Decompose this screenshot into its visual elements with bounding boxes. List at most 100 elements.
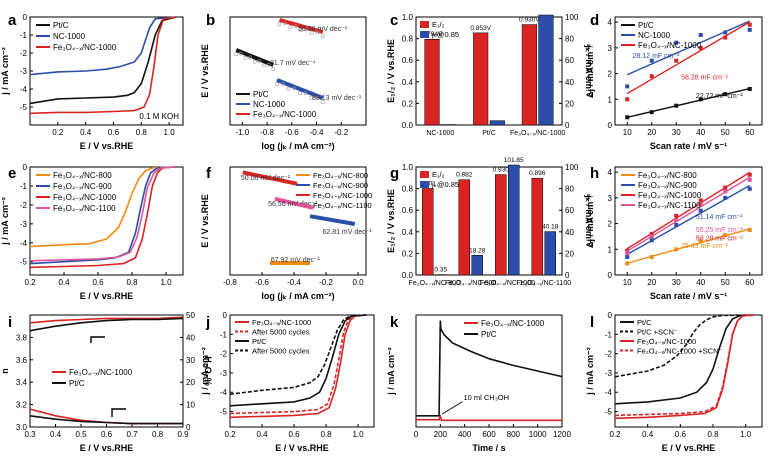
legend-entry: After 5000 cycles (252, 328, 310, 337)
series-line (29, 166, 175, 248)
legend-entry: Fe₃O₄₋ₓ/NC-1000 (313, 191, 372, 200)
data-point (293, 24, 298, 29)
series-line (29, 166, 175, 262)
legend-entry: jₖ@0.85 (431, 30, 459, 39)
x-tick-label: 0.6 (675, 430, 687, 439)
data-point (674, 103, 679, 108)
data-point (698, 239, 703, 244)
y-tick-label: 0.2 (402, 249, 414, 258)
annotation: 10 ml CH₃OH (463, 393, 509, 402)
y-axis-label: j / mA cm⁻² (200, 347, 210, 395)
legend-swatch (420, 21, 429, 28)
x-tick-label: 50 (721, 278, 730, 287)
panel-label-g: g (390, 165, 399, 182)
plot-frame (229, 314, 375, 428)
x-tick-label: 0.8 (152, 430, 164, 439)
data-point (674, 247, 679, 252)
y2-tick-label: 20 (565, 249, 574, 258)
capacitance-label: 55.25 mF cm⁻² (696, 227, 744, 234)
fit-line (309, 214, 356, 226)
x-tick-label: -0.6 (255, 278, 269, 287)
x-tick-label: 0.5 (75, 430, 87, 439)
y-tick-label: -1 (20, 182, 28, 191)
data-point (698, 208, 703, 213)
x-tick-label: 10 (623, 128, 632, 137)
x-tick-label: -0.4 (310, 128, 324, 137)
series-line (416, 413, 562, 422)
x-tick-label: 0.4 (50, 430, 62, 439)
y-tick-label: -1 (605, 330, 613, 339)
data-point (723, 233, 728, 238)
plot-frame (614, 16, 763, 126)
x-tick-label: 30 (672, 128, 681, 137)
x-tick-label: 20 (647, 128, 656, 137)
capacitance-label: 58.28 mF cm⁻² (696, 235, 744, 242)
bar-jk (544, 231, 556, 276)
y2-tick-label: 20 (186, 378, 195, 387)
y2-tick-label: 60 (565, 56, 574, 65)
x-tick-label: 0.2 (52, 128, 64, 137)
x-axis-label: E / V vs.RHE (662, 443, 716, 453)
data-point (238, 51, 243, 56)
data-point (723, 185, 728, 190)
series-line (229, 314, 367, 419)
slope-label: 56.56 mV dec⁻¹ (268, 201, 318, 208)
slope-label: 83.13 mV dec⁻¹ (312, 95, 362, 102)
bar-jk (508, 164, 520, 276)
x-tick-label: 40 (696, 278, 705, 287)
data-point (288, 25, 293, 30)
x-tick-label: 0.2 (24, 278, 36, 287)
bar-value-label: 0.853V (470, 25, 491, 32)
y-axis-label: E / V vs.RHE (200, 44, 210, 98)
legend-entry: Fe₃O₄₋ₓ/NC-1000 (252, 318, 311, 327)
bar-e12 (531, 177, 543, 276)
data-point (310, 31, 314, 36)
series-line (614, 314, 754, 378)
y2-tick-label: 10 (186, 401, 195, 410)
y-tick-label: 0.8 (402, 185, 414, 194)
legend-entry: Pt/C (638, 21, 654, 30)
bar-e12 (422, 188, 434, 276)
data-point (698, 198, 703, 203)
y2-axis-label: H₂O₂% (203, 356, 213, 386)
plot-frame (229, 16, 367, 126)
x-tick-label: 0.8 (320, 430, 332, 439)
y-tick-label: 0.0 (402, 121, 414, 130)
data-point (674, 213, 679, 218)
data-point (674, 217, 679, 222)
y-tick-label: 0.6 (402, 206, 414, 215)
x-tick-label: 0.2 (609, 430, 621, 439)
y2-tick-label: 100 (565, 13, 579, 22)
x-tick-label: 0.6 (92, 278, 104, 287)
legend-entry: Fe₃O₄₋ₓ/NC-1000 (638, 191, 702, 200)
capacitance-label: 51.14 mF cm⁻² (696, 214, 744, 221)
bar-e12 (473, 32, 489, 126)
data-point (747, 22, 752, 27)
data-point (277, 22, 282, 27)
data-point (698, 202, 703, 207)
data-point (747, 177, 752, 182)
y-axis-label: j / mA cm⁻² (585, 347, 595, 395)
y-axis-label: E / V vs.RHE (200, 194, 210, 248)
y-axis-label: n (0, 368, 10, 374)
annotation: 0.1 M KOH (139, 112, 179, 121)
x-tick-label: 1200 (553, 430, 571, 439)
panel-label-a: a (8, 12, 17, 29)
y-tick-label: 0.6 (402, 56, 414, 65)
category-label: Pt/C (482, 130, 496, 137)
slope-label: 50.06 mV dec⁻¹ (298, 26, 348, 33)
data-point (275, 82, 279, 87)
data-point (723, 30, 728, 35)
data-point (649, 110, 654, 115)
y-tick-label: 3.2 (16, 401, 28, 410)
panel-g: g E₁/₂ / V vs.RHE 0.0 0.2 0.4 0.6 0.8 1.0 0 20 40 6… (386, 157, 594, 287)
capacitance-label: 58.28 mF cm⁻² (681, 75, 729, 82)
fit-line (626, 171, 751, 250)
y-tick-label: -3 (20, 67, 28, 76)
data-point (292, 86, 297, 91)
legend-entry: Fe₃O₄₋ₓ/NC-1000 +SCN⁻ (637, 347, 723, 356)
panel-b: b log (jₖ / mA cm⁻²) E / V vs.RHE -1.0 -0.8 -… (200, 12, 367, 151)
panel-f: f log (jₖ / mA cm⁻²) E / V vs.RHE -0.8 -0.6 -… (200, 165, 372, 301)
y-tick-label: 0.2 (402, 99, 414, 108)
panel-label-d: d (590, 12, 599, 29)
